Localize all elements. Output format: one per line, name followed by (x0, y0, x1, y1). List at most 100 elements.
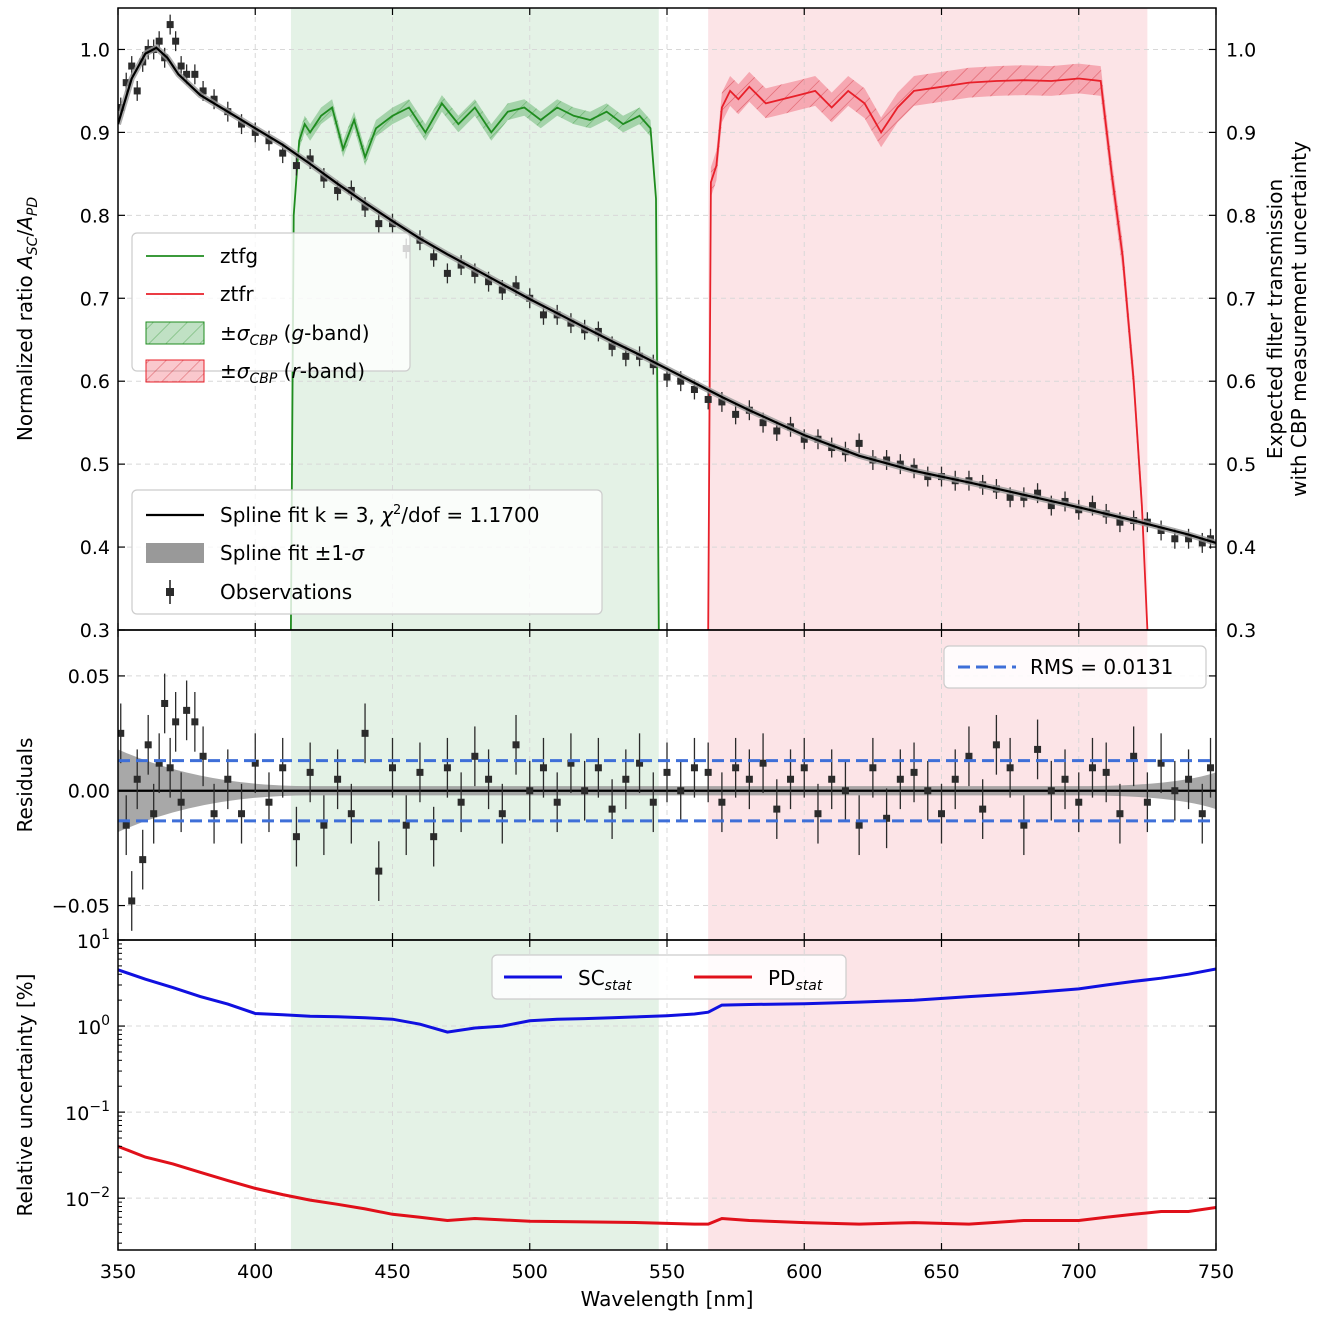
obs-point (128, 62, 136, 70)
obs-point (539, 311, 547, 319)
legend-r-band-label: ±σCBP (r-band) (220, 359, 365, 387)
residual-point (485, 775, 493, 783)
ytick-label-bot: 10−2 (65, 1185, 110, 1211)
residual-point (1207, 764, 1215, 772)
middle-panel: −0.05 0.00 0.05 Residuals RMS = 0.0131 (13, 629, 1217, 941)
obs-point (663, 373, 671, 381)
obs-point (177, 62, 185, 70)
ytick-label-bot: 101 (77, 927, 110, 953)
residual-point (389, 764, 396, 772)
residual-point (144, 741, 152, 749)
ytick-label-top: 0.4 (80, 537, 110, 559)
obs-point (238, 120, 246, 128)
residual-point (581, 787, 589, 795)
ytick-label-mid: −0.05 (52, 896, 110, 918)
residual-point (979, 805, 987, 813)
residual-point (1130, 752, 1138, 760)
residual-point (443, 764, 451, 772)
residual-point (1034, 745, 1042, 753)
residual-point (150, 810, 158, 818)
residual-point (199, 752, 207, 760)
obs-point (704, 395, 712, 403)
residual-point (745, 775, 753, 783)
residual-point (924, 787, 932, 795)
obs-point (191, 70, 199, 78)
ytick-label-top: 0.3 (80, 620, 110, 642)
xtick-label: 750 (1198, 1261, 1234, 1283)
residual-point (636, 759, 644, 767)
obs-point (608, 342, 616, 350)
obs-point (155, 37, 163, 45)
obs-point (183, 70, 191, 78)
uncertainty-lines (118, 967, 1216, 1226)
obs-point (375, 220, 383, 228)
obs-point (1047, 502, 1055, 510)
top-panel: 0.3 0.4 0.5 0.6 0.7 0.8 0.9 1.0 0.3 0.4 0.5 0.6 0.7 0… (13, 7, 1311, 642)
obs-point (732, 410, 740, 418)
residual-point (177, 798, 185, 806)
residual-point (539, 764, 547, 772)
residual-point (732, 764, 740, 772)
residual-point (334, 775, 342, 783)
rms-lines (118, 759, 1216, 823)
middle-ylabel: Residuals (13, 738, 37, 833)
y2tick-label-top: 0.5 (1226, 454, 1256, 476)
obs-point (485, 278, 493, 286)
legend-ztfr-label: ztfr (220, 282, 254, 306)
ytick-label-mid: 0.05 (68, 666, 110, 688)
residual-point (306, 768, 314, 776)
y2tick-label-top: 0.7 (1226, 288, 1256, 310)
legend-observations-marker (166, 588, 174, 596)
xlabel: Wavelength [nm] (581, 1287, 754, 1311)
ztfg-line (290, 101, 660, 630)
residual-point (828, 775, 836, 783)
obs-point (292, 162, 300, 170)
residual-point (457, 798, 465, 806)
residual-point (251, 759, 259, 767)
sc-stat-line (118, 967, 1216, 1034)
uncertainty-legend: SCstat PDstat (491, 954, 847, 1000)
y2label-line-2: with CBP measurement uncertainty (1287, 141, 1311, 497)
residual-point (402, 821, 410, 829)
ytick-label-bot: 10−1 (65, 1099, 110, 1125)
ytick-label-mid: 0.00 (68, 781, 110, 803)
residual-point (161, 699, 169, 707)
residual-point (869, 764, 877, 772)
obs-point (677, 377, 685, 385)
residual-point (718, 798, 726, 806)
residual-point (191, 718, 199, 726)
residual-point (910, 768, 918, 776)
y2tick-label-top: 0.9 (1226, 122, 1256, 144)
ytick-label-top: 0.9 (80, 122, 110, 144)
residual-point (841, 787, 849, 795)
legend-spline-band-label: Spline fit ±1-σ (220, 541, 365, 565)
residual-point (567, 759, 575, 767)
y2tick-label-top: 0.6 (1226, 371, 1256, 393)
obs-point (279, 149, 287, 157)
ytick-label-bot: 100 (77, 1013, 110, 1039)
obs-point (1198, 539, 1206, 547)
filter-legend: ztfg ztfr ±σCBP (g-band) ±σCBP (r-band) (131, 232, 411, 387)
xtick-label: 400 (237, 1261, 273, 1283)
residual-point (155, 759, 163, 767)
obs-point (1185, 535, 1193, 543)
residual-point (1143, 798, 1151, 806)
residual-point (526, 787, 534, 795)
xtick-label: 500 (512, 1261, 548, 1283)
residual-point (210, 810, 218, 818)
obs-point (320, 174, 328, 182)
residual-point (704, 768, 712, 776)
spline-fit (118, 44, 1216, 546)
residual-point (128, 897, 136, 905)
residual-point (855, 821, 863, 829)
residual-point (951, 775, 959, 783)
spline-fit-line (118, 46, 1216, 544)
residual-point (430, 833, 438, 841)
y2tick-label-top: 1.0 (1226, 39, 1256, 61)
residual-point (759, 759, 767, 767)
residual-point (1047, 787, 1055, 795)
ytick-label-top: 1.0 (80, 39, 110, 61)
residual-point (118, 729, 125, 737)
y2tick-label-top: 0.4 (1226, 537, 1256, 559)
